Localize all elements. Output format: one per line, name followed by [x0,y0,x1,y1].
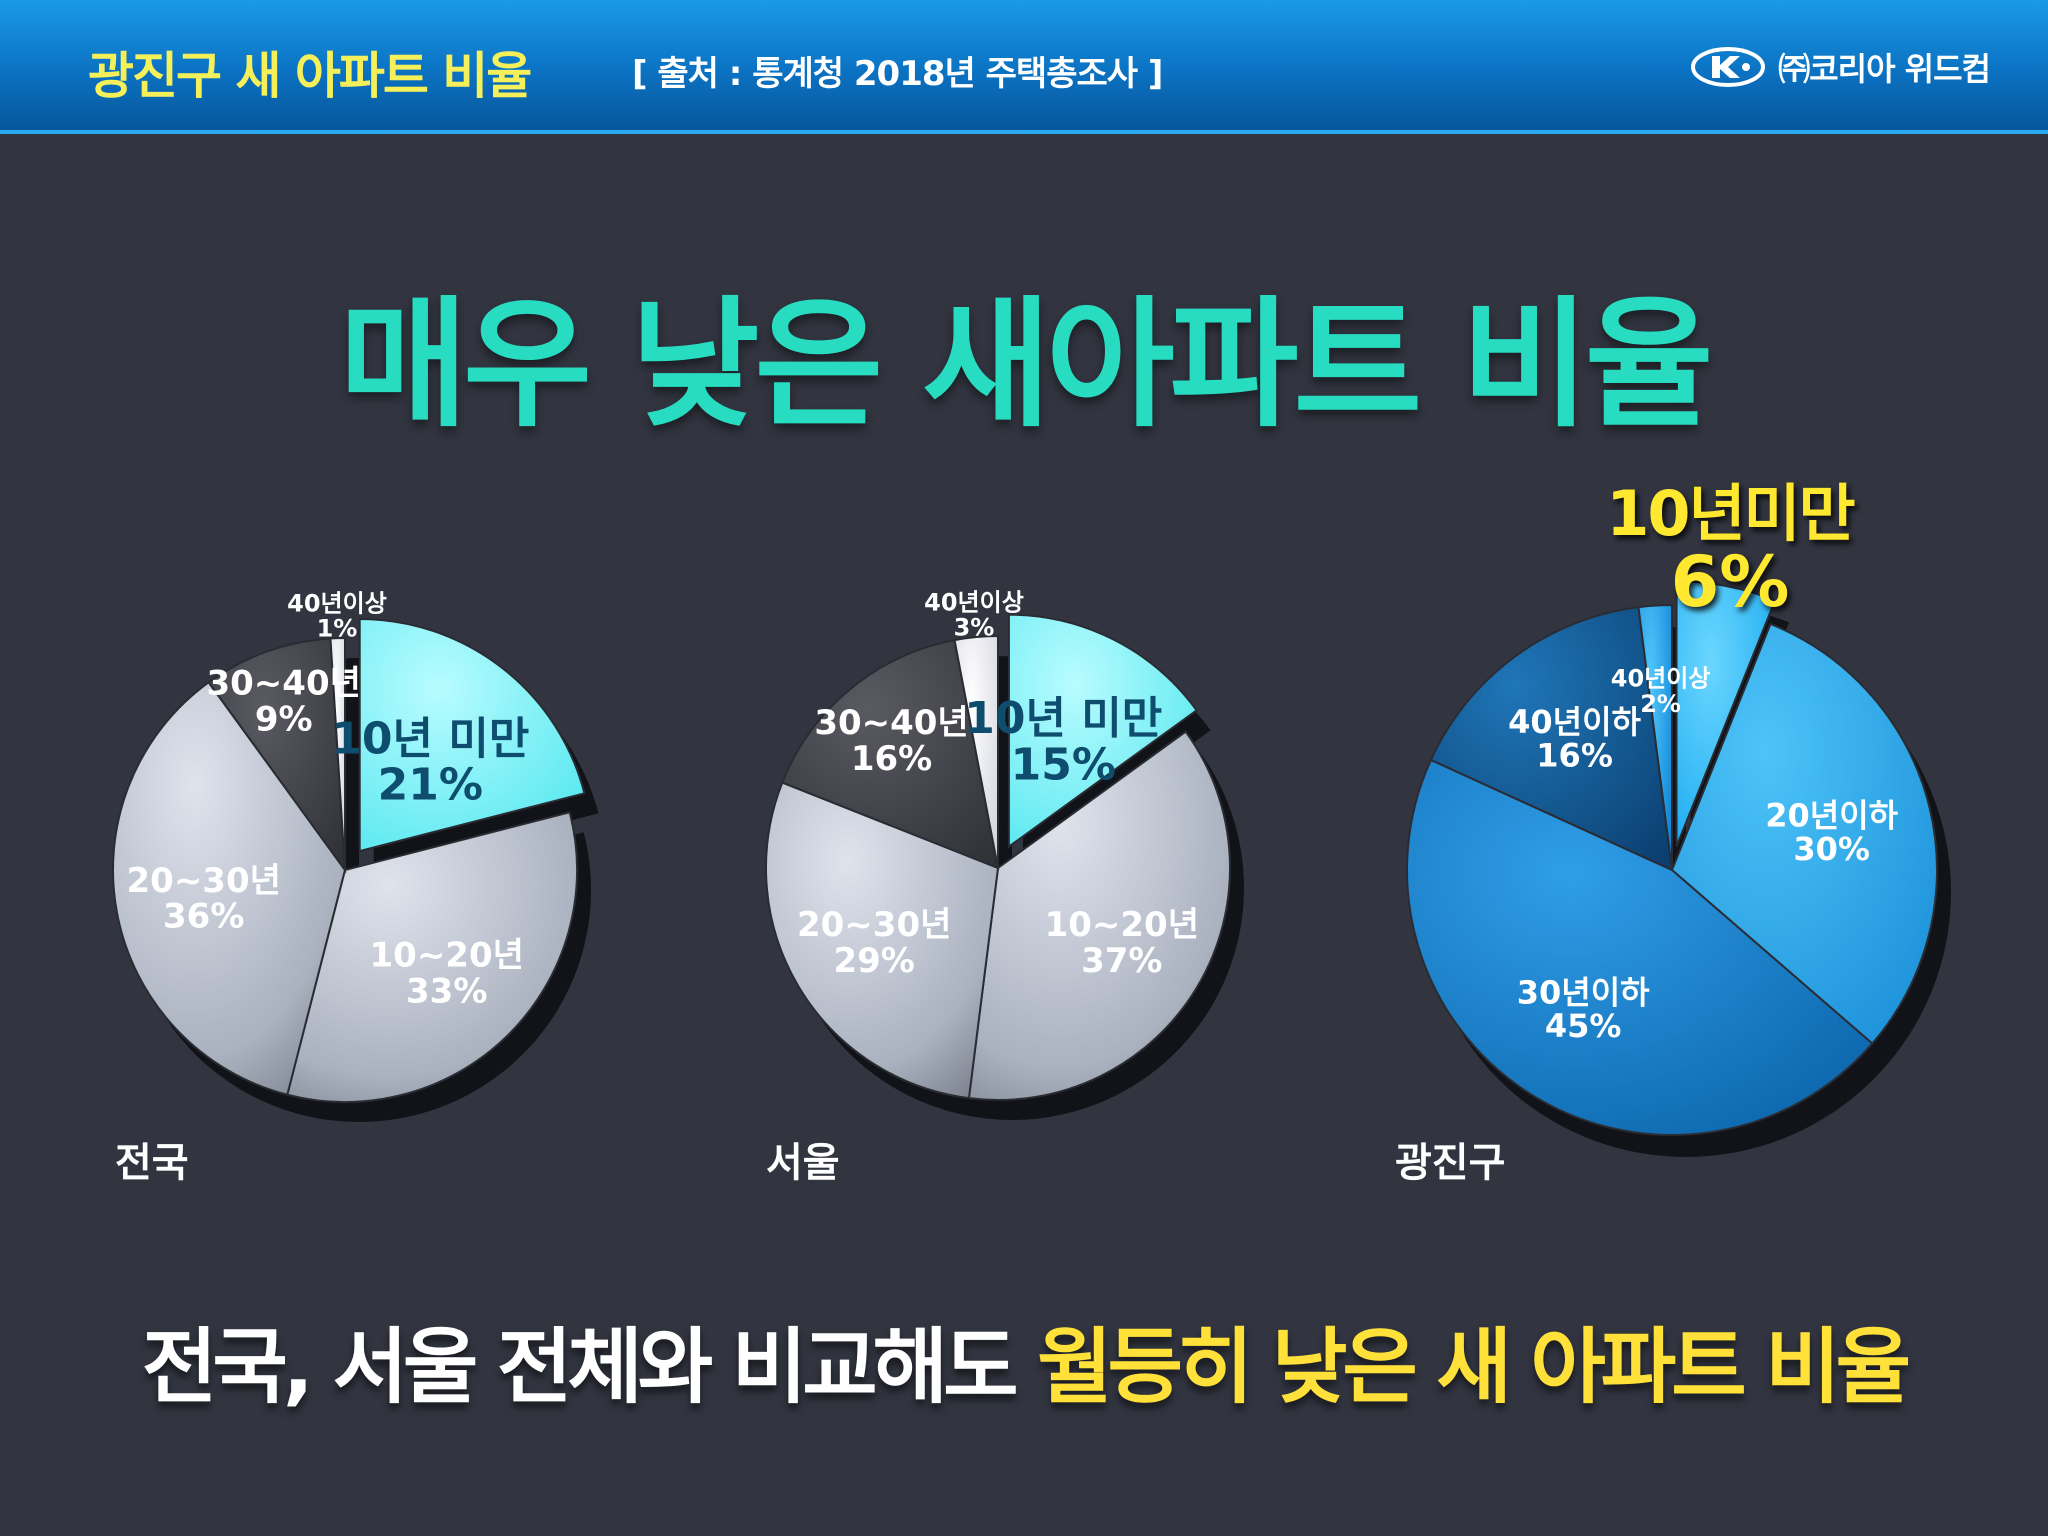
pie-2-slice-3-label: 40년이하 16% [1508,703,1641,775]
page-title: 광진구 새 아파트 비율 [88,47,532,105]
brand: ㈜코리아 위드컴 [1690,44,1991,90]
pie-2-slice-1-value: 30% [1793,830,1870,868]
pie-1-slice-0 [1007,613,1198,849]
pie-2-slice-0 [1675,580,1777,847]
pie-2-slice-4 [1637,603,1673,871]
pie-2-slice-4-category: 40년이상 [1611,665,1711,693]
pie-1-slice-4-category: 40년이상 [924,588,1024,616]
pie-1-slice-4 [953,634,999,869]
pie-0-slice-2 [112,680,347,1096]
pie-0-slice-4 [329,636,346,871]
pie-2-slice-2-label: 30년이하 45% [1517,973,1650,1045]
pie-1-slice-1-label: 10~20년 37% [1045,905,1199,981]
pie-2-slice-4-label: 40년이상 2% [1611,665,1711,718]
conclusion-highlight: 월등히 낮은 새 아파트 비율 [1037,1320,1911,1415]
pie-1-slice-0-label: 10년 미만 15% [964,693,1162,790]
pie-2-slice-1-label: 20년이하 30% [1765,796,1898,868]
pie-0-slice-2-category: 20~30년 [127,861,281,901]
region-label-seoul: 서울 [766,1140,840,1186]
pie-2-slice-2-category: 30년이하 [1517,973,1650,1011]
pie-2-slice-3-value: 16% [1536,736,1613,774]
pie-1-slice-3 [780,638,1000,870]
pie-1-slice-2-label: 20~30년 29% [797,905,951,981]
pie-1-slice-0-category: 10년 미만 [964,693,1162,744]
pie-1-slice-1 [967,730,1231,1101]
pie-1-slice-3-label: 30~40년 16% [814,703,968,779]
pie-1-slice-1-category: 10~20년 [1045,905,1199,945]
pie-2-slice-3-category: 40년이하 [1508,703,1641,741]
pie-0: 10년 미만 21% 10~20년 33% 20~30년 36% 30~40년 9% 40년이상… [112,589,599,1122]
pie-2-slice-1-category: 20년이하 [1765,796,1898,834]
region-label-national: 전국 [115,1140,189,1186]
pie-0-slice-3-value: 9% [255,699,313,739]
pie-1: 10년 미만 15% 10~20년 37% 20~30년 29% 30~40년 16% 40년이… [765,588,1244,1120]
pie-0-slice-4-label: 40년이상 1% [287,589,387,642]
pie-0-slice-1 [286,811,578,1103]
pie-1-slice-2 [765,781,1000,1100]
pie-0-slice-2-label: 20~30년 36% [127,861,281,937]
pie-1-slice-3-value: 16% [851,739,932,779]
pie-0-slice-1-category: 10~20년 [370,936,524,976]
region-label-gwangjin: 광진구 [1395,1140,1505,1186]
pie-0-slice-0-label: 10년 미만 21% [331,713,529,810]
header-bar: 광진구 새 아파트 비율 [ 출처 : 통계청 2018년 주택총조사 ] ㈜코… [0,0,2048,134]
pie-1-slice-4-label: 40년이상 3% [924,588,1024,641]
pie-0-slice-4-shadow [344,658,359,890]
pie-1-slice-4-value: 3% [954,614,995,642]
callout-value: 6% [1670,541,1790,623]
pie-1-slice-1-value: 37% [1081,941,1162,981]
pie-1-slice-3-category: 30~40년 [814,703,968,743]
pie-1-slice-2-value: 29% [833,941,914,981]
pie-2-slice-4-value: 2% [1640,690,1681,718]
company-name: ㈜코리아 위드컴 [1778,50,1991,88]
headline: 매우 낮은 새아파트 비율 [339,284,1713,447]
pie-1-slice-2-category: 20~30년 [797,905,951,945]
callout-label: 10년미만 [1606,477,1855,550]
conclusion: 전국, 서울 전체와 비교해도 월등히 낮은 새 아파트 비율 [0,1300,2048,1419]
pie-0-slice-4-category: 40년이상 [287,589,387,617]
pie-2-slice-2 [1406,758,1874,1136]
pie-0-slice-1-label: 10~20년 33% [370,936,524,1012]
pie-0-slice-2-value: 36% [163,897,244,937]
pie-1-slice-0-value: 15% [1011,739,1116,790]
pie-0-slice-4-value: 1% [317,615,358,643]
pie-2-slice-2-value: 45% [1545,1007,1622,1045]
pie-2: 20년이하 30%30년이하 45%40년이하 16%40년이상 2% [1406,580,1952,1157]
gwangjin-callout: 10년미만 6% [1600,477,1860,623]
pie-0-slice-3 [207,637,347,874]
pie-2-slice-3 [1429,606,1674,872]
pie-0-slice-1-value: 33% [406,971,487,1011]
pie-0-slice-0-value: 21% [378,760,483,811]
pie-0-slice-0-category: 10년 미만 [331,713,529,764]
company-logo-icon [1691,47,1766,87]
pie-2-slice-1 [1670,622,1938,1045]
source-note: [ 출처 : 통계청 2018년 주택총조사 ] [632,54,1163,94]
conclusion-text: 전국, 서울 전체와 비교해도 [141,1320,1019,1415]
pie-0-slice-3-category: 30~40년 [206,664,360,704]
pie-0-slice-0 [358,618,586,853]
pie-0-slice-3-label: 30~40년 9% [206,664,360,740]
